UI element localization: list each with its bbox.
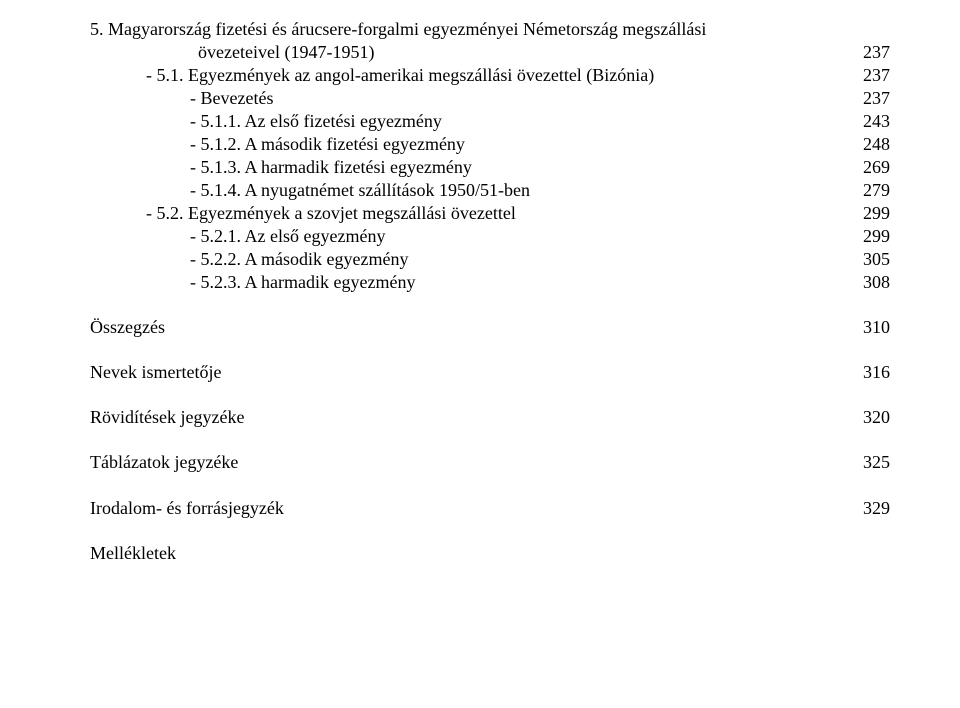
toc-label: Mellékletek (90, 542, 846, 565)
toc-page-number: 308 (846, 271, 890, 294)
toc-page-number: 316 (846, 361, 890, 384)
toc-label: - 5.1.1. Az első fizetési egyezmény (190, 110, 846, 133)
toc-entry: - 5.1. Egyezmények az angol-amerikai meg… (90, 64, 890, 87)
toc-label: - 5.1. Egyezmények az angol-amerikai meg… (146, 64, 846, 87)
toc-label: - 5.2.1. Az első egyezmény (190, 225, 846, 248)
toc-page-number (846, 542, 890, 565)
toc-section: Összegzés 310 (90, 316, 890, 339)
toc-page: 5. Magyarország fizetési és árucsere-for… (0, 0, 960, 585)
toc-label: Nevek ismertetője (90, 361, 846, 384)
toc-entry: - 5.1.2. A második fizetési egyezmény 24… (90, 133, 890, 156)
toc-label: Összegzés (90, 316, 846, 339)
toc-label: övezeteivel (1947-1951) (90, 41, 846, 64)
toc-entry: 5. Magyarország fizetési és árucsere-for… (90, 18, 890, 41)
toc-entry: - 5.1.1. Az első fizetési egyezmény 243 (90, 110, 890, 133)
toc-section: Rövidítések jegyzéke 320 (90, 406, 890, 429)
toc-label: - 5.1.2. A második fizetési egyezmény (190, 133, 846, 156)
toc-label: Rövidítések jegyzéke (90, 406, 846, 429)
toc-entry: - Bevezetés 237 (90, 87, 890, 110)
toc-label: - 5.2.2. A második egyezmény (190, 248, 846, 271)
toc-section: Irodalom- és forrásjegyzék 329 (90, 497, 890, 520)
toc-entry: - 5.2.1. Az első egyezmény 299 (90, 225, 890, 248)
toc-page-number: 248 (846, 133, 890, 156)
toc-page-number: 310 (846, 316, 890, 339)
toc-label: - Bevezetés (190, 87, 846, 110)
toc-page-number: 237 (846, 87, 890, 110)
toc-page-number (846, 18, 890, 41)
toc-page-number: 299 (846, 225, 890, 248)
toc-page-number: 279 (846, 179, 890, 202)
toc-page-number: 243 (846, 110, 890, 133)
toc-label: Irodalom- és forrásjegyzék (90, 497, 846, 520)
toc-entry: - 5.2.2. A második egyezmény 305 (90, 248, 890, 271)
toc-label: - 5.1.4. A nyugatnémet szállítások 1950/… (190, 179, 846, 202)
toc-label: - 5.1.3. A harmadik fizetési egyezmény (190, 156, 846, 179)
toc-label: - 5.2. Egyezmények a szovjet megszállási… (146, 202, 846, 225)
toc-label: 5. Magyarország fizetési és árucsere-for… (90, 18, 846, 41)
toc-entry-continuation: övezeteivel (1947-1951) 237 (90, 41, 890, 64)
toc-page-number: 325 (846, 451, 890, 474)
toc-page-number: 329 (846, 497, 890, 520)
toc-entry: - 5.2. Egyezmények a szovjet megszállási… (90, 202, 890, 225)
toc-entry: - 5.2.3. A harmadik egyezmény 308 (90, 271, 890, 294)
toc-section: Nevek ismertetője 316 (90, 361, 890, 384)
toc-page-number: 269 (846, 156, 890, 179)
toc-section: Táblázatok jegyzéke 325 (90, 451, 890, 474)
toc-entry: - 5.1.4. A nyugatnémet szállítások 1950/… (90, 179, 890, 202)
toc-label: Táblázatok jegyzéke (90, 451, 846, 474)
toc-section: Mellékletek (90, 542, 890, 565)
toc-page-number: 237 (846, 64, 890, 87)
toc-page-number: 237 (846, 41, 890, 64)
toc-entry: - 5.1.3. A harmadik fizetési egyezmény 2… (90, 156, 890, 179)
toc-page-number: 305 (846, 248, 890, 271)
toc-page-number: 299 (846, 202, 890, 225)
toc-label: - 5.2.3. A harmadik egyezmény (190, 271, 846, 294)
toc-page-number: 320 (846, 406, 890, 429)
